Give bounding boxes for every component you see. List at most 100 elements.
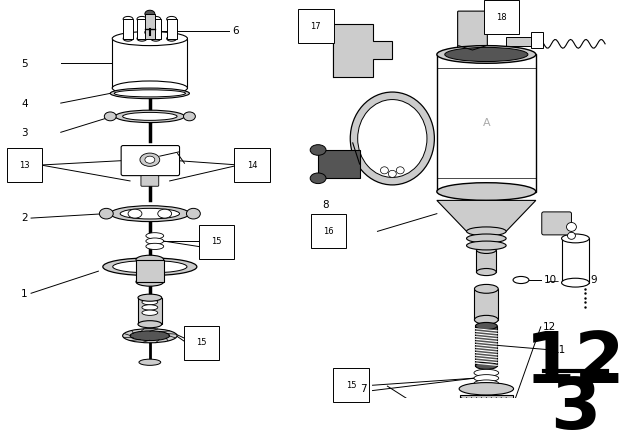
Ellipse shape — [138, 321, 162, 328]
Ellipse shape — [146, 238, 164, 244]
Polygon shape — [333, 23, 392, 77]
Ellipse shape — [137, 36, 147, 41]
Polygon shape — [437, 200, 536, 231]
Text: 2: 2 — [21, 213, 28, 223]
FancyBboxPatch shape — [458, 11, 487, 48]
Circle shape — [568, 232, 575, 239]
Text: 6: 6 — [232, 26, 239, 36]
Bar — [151, 19, 161, 39]
Text: 10: 10 — [544, 275, 557, 285]
Ellipse shape — [99, 208, 113, 219]
Ellipse shape — [184, 112, 195, 121]
Bar — [437, 55, 536, 192]
Text: 14: 14 — [247, 160, 257, 169]
Ellipse shape — [437, 46, 536, 63]
Ellipse shape — [142, 299, 158, 305]
Text: 15: 15 — [196, 338, 207, 347]
Ellipse shape — [470, 429, 502, 435]
Ellipse shape — [146, 233, 164, 239]
Text: —: — — [548, 276, 559, 286]
Ellipse shape — [123, 17, 133, 22]
FancyBboxPatch shape — [492, 435, 501, 447]
Ellipse shape — [145, 29, 155, 35]
Ellipse shape — [114, 90, 186, 97]
Ellipse shape — [467, 227, 506, 236]
Text: 18: 18 — [496, 13, 507, 22]
Ellipse shape — [113, 261, 187, 273]
Bar — [460, 395, 513, 420]
Ellipse shape — [158, 209, 172, 218]
Ellipse shape — [186, 208, 200, 219]
Ellipse shape — [310, 173, 326, 184]
Ellipse shape — [112, 81, 188, 95]
Text: 1: 1 — [21, 289, 28, 299]
Ellipse shape — [145, 156, 155, 163]
Ellipse shape — [123, 329, 177, 343]
Text: 4: 4 — [21, 99, 28, 109]
Ellipse shape — [142, 310, 158, 315]
Bar — [474, 289, 498, 320]
Ellipse shape — [136, 277, 164, 286]
Ellipse shape — [445, 47, 528, 61]
Ellipse shape — [467, 234, 506, 243]
Bar — [145, 14, 155, 39]
Bar — [137, 19, 147, 39]
Ellipse shape — [467, 241, 506, 250]
Ellipse shape — [561, 278, 589, 287]
Ellipse shape — [460, 413, 513, 427]
Ellipse shape — [437, 183, 536, 200]
Text: 3: 3 — [21, 128, 28, 138]
Bar — [112, 39, 188, 88]
Ellipse shape — [467, 419, 506, 428]
Ellipse shape — [115, 110, 184, 123]
Ellipse shape — [138, 294, 162, 301]
Ellipse shape — [146, 243, 164, 250]
Bar — [476, 250, 496, 272]
Text: 8: 8 — [322, 200, 329, 210]
Ellipse shape — [310, 145, 326, 155]
Ellipse shape — [166, 36, 177, 41]
Circle shape — [388, 170, 396, 177]
Ellipse shape — [476, 362, 497, 369]
Ellipse shape — [103, 258, 197, 276]
Ellipse shape — [459, 383, 513, 395]
Ellipse shape — [130, 331, 170, 340]
Ellipse shape — [137, 17, 147, 22]
Ellipse shape — [128, 209, 142, 218]
Ellipse shape — [104, 112, 116, 121]
Text: 11: 11 — [553, 345, 566, 355]
Text: 3: 3 — [550, 375, 600, 444]
Bar — [506, 37, 536, 46]
Bar — [136, 260, 164, 282]
Ellipse shape — [474, 315, 498, 324]
Bar — [318, 150, 360, 178]
Ellipse shape — [120, 208, 180, 219]
Bar — [531, 32, 543, 48]
Text: 15: 15 — [211, 237, 221, 246]
Text: 17: 17 — [310, 22, 321, 30]
Ellipse shape — [151, 36, 161, 41]
Text: 15: 15 — [346, 381, 356, 390]
Ellipse shape — [151, 17, 161, 22]
Ellipse shape — [123, 112, 177, 121]
Circle shape — [396, 167, 404, 174]
Ellipse shape — [140, 153, 160, 166]
Text: 16: 16 — [323, 227, 333, 236]
Text: 7: 7 — [360, 384, 366, 394]
Bar — [138, 297, 162, 324]
Circle shape — [380, 167, 388, 174]
Ellipse shape — [474, 375, 499, 382]
FancyBboxPatch shape — [141, 176, 159, 186]
Text: 12: 12 — [543, 322, 556, 332]
Bar — [476, 326, 497, 366]
Ellipse shape — [358, 99, 427, 177]
Ellipse shape — [513, 276, 529, 284]
Ellipse shape — [145, 10, 155, 17]
Bar — [166, 19, 177, 39]
Ellipse shape — [476, 268, 496, 276]
Ellipse shape — [474, 284, 498, 293]
Circle shape — [566, 223, 577, 231]
Ellipse shape — [110, 206, 189, 222]
FancyBboxPatch shape — [472, 435, 481, 447]
Ellipse shape — [136, 255, 164, 264]
